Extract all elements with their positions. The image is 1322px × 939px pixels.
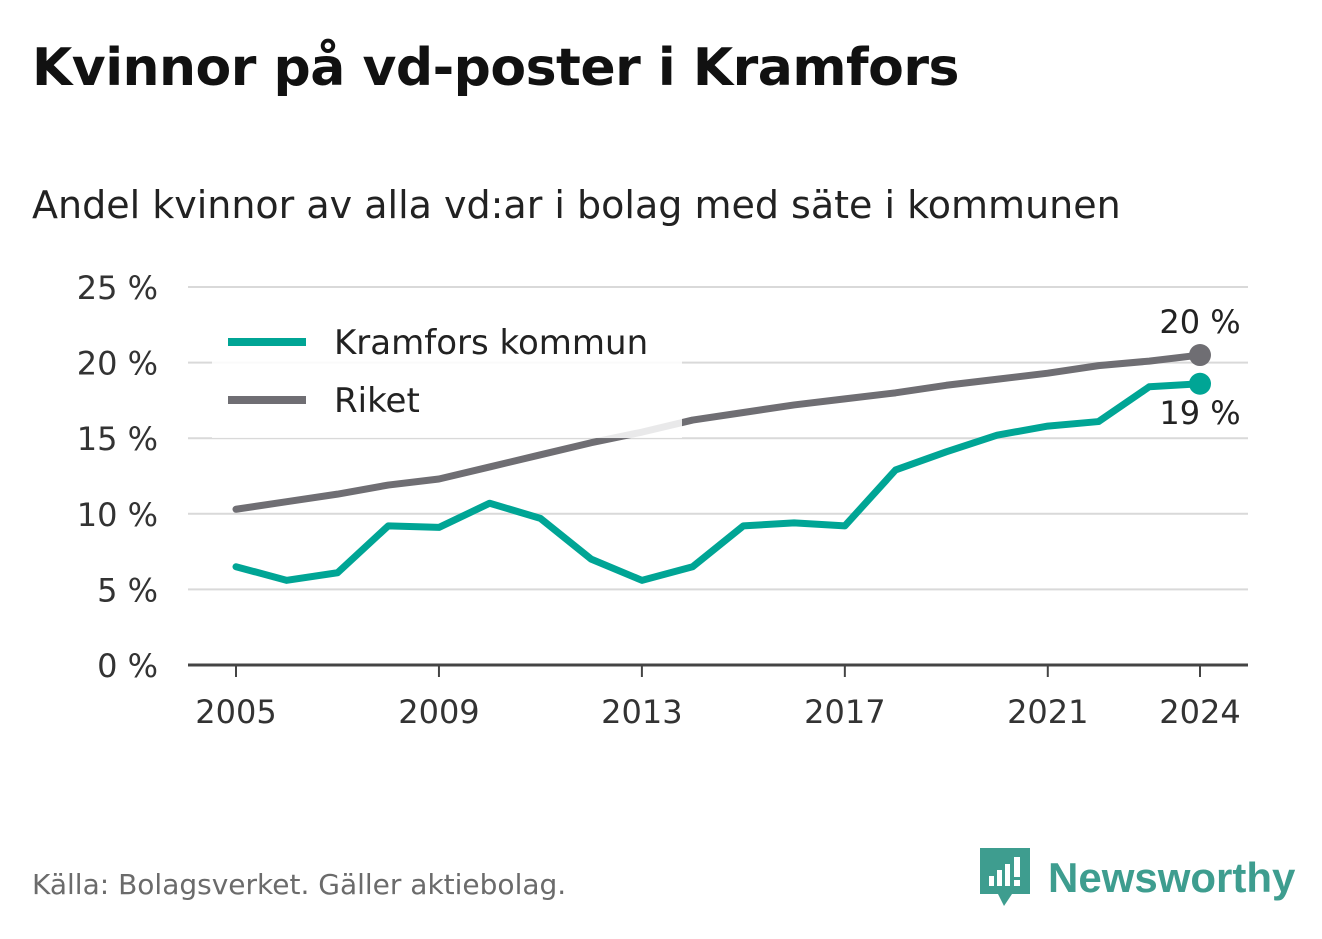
legend-label: Kramfors kommun bbox=[334, 323, 648, 363]
y-tick-label: 25 % bbox=[77, 269, 158, 307]
end-label-kramfors: 19 % bbox=[1159, 394, 1240, 432]
brand-logo: Newsworthy bbox=[980, 848, 1295, 908]
x-tick-label: 2005 bbox=[195, 693, 276, 731]
chart-title: Kvinnor på vd-poster i Kramfors bbox=[32, 38, 960, 98]
end-point-riket bbox=[1189, 344, 1211, 367]
y-tick-label: 5 % bbox=[97, 571, 158, 609]
y-tick-label: 10 % bbox=[77, 496, 158, 534]
x-tick-label: 2021 bbox=[1007, 693, 1088, 731]
chart-subtitle: Andel kvinnor av alla vd:ar i bolag med … bbox=[32, 183, 1121, 227]
series-line-riket bbox=[232, 351, 1204, 513]
y-tick-label: 15 % bbox=[77, 420, 158, 458]
x-tick-label: 2009 bbox=[398, 693, 479, 731]
series-line-kramfors bbox=[232, 380, 1204, 584]
newsworthy-logo-icon bbox=[980, 848, 1030, 906]
y-tick-label: 20 % bbox=[77, 345, 158, 383]
legend-box bbox=[212, 308, 682, 438]
x-tick-label: 2024 bbox=[1159, 693, 1240, 731]
y-tick-label: 0 % bbox=[97, 647, 158, 685]
source-note: Källa: Bolagsverket. Gäller aktiebolag. bbox=[32, 868, 567, 901]
x-tick-label: 2017 bbox=[804, 693, 885, 731]
brand-name: Newsworthy bbox=[1048, 854, 1296, 901]
legend-label: Riket bbox=[334, 381, 420, 421]
end-label-riket: 20 % bbox=[1159, 303, 1240, 341]
x-tick-label: 2013 bbox=[601, 693, 682, 731]
end-point-kramfors bbox=[1189, 372, 1211, 395]
